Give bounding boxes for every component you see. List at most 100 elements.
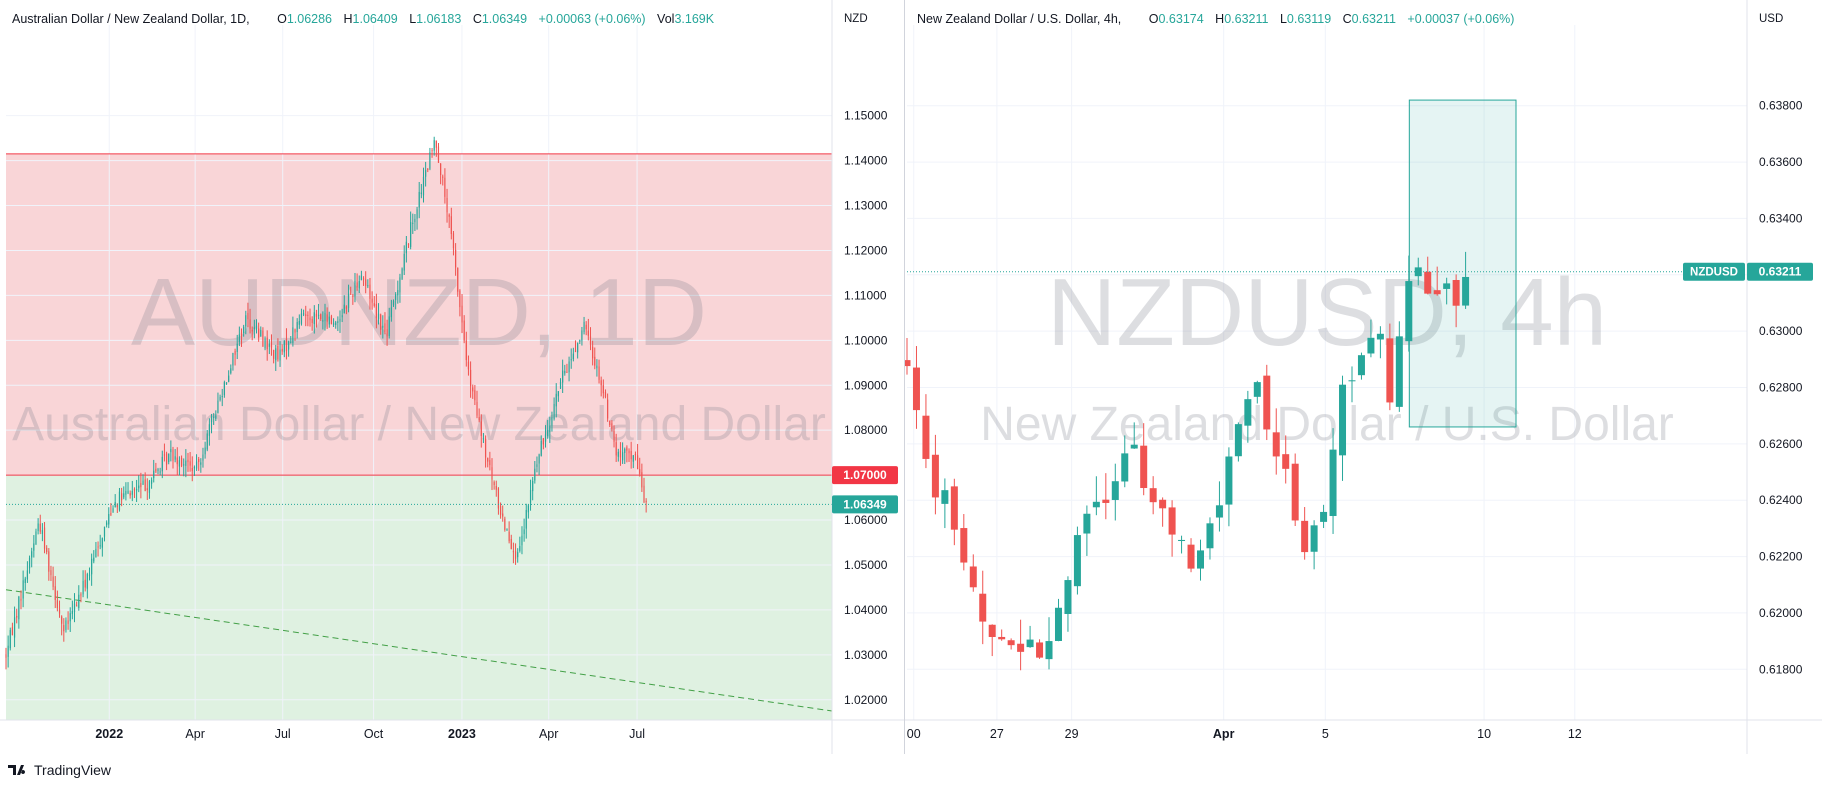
candle-body bbox=[392, 301, 395, 305]
candle-body bbox=[268, 343, 270, 347]
time-tick-label: 00 bbox=[907, 727, 921, 741]
candle-body bbox=[1017, 643, 1025, 652]
candle-body bbox=[1310, 525, 1318, 552]
price-tick-label: 1.03000 bbox=[844, 648, 888, 662]
candle-body bbox=[176, 457, 178, 465]
candle-body bbox=[407, 243, 410, 245]
candle-body bbox=[37, 523, 39, 531]
candle-body bbox=[84, 579, 86, 588]
candle-body bbox=[1073, 535, 1081, 587]
candle-body bbox=[487, 457, 489, 462]
candle-body bbox=[912, 367, 920, 411]
candle-body bbox=[279, 349, 281, 361]
candle-body bbox=[135, 489, 138, 491]
tradingview-logo-icon bbox=[8, 765, 26, 775]
trendline-dashed bbox=[5, 589, 833, 712]
candle-body bbox=[482, 438, 485, 440]
candle-body bbox=[534, 468, 536, 481]
candle-body bbox=[969, 566, 977, 588]
candle-body bbox=[150, 479, 153, 484]
candle-body bbox=[444, 177, 446, 197]
candle-body bbox=[63, 625, 65, 632]
audnzd-chart[interactable]: AUDNZD, 1D Australian Dollar / New Zealan… bbox=[0, 0, 904, 754]
candle-body bbox=[170, 448, 172, 453]
panel-divider[interactable] bbox=[904, 0, 905, 754]
candle-body bbox=[566, 371, 568, 373]
candle-body bbox=[56, 600, 58, 608]
candle-body bbox=[298, 320, 300, 325]
candle-body bbox=[427, 168, 429, 170]
candle-body bbox=[551, 417, 553, 426]
candle-body bbox=[302, 313, 305, 315]
candle-body bbox=[431, 150, 433, 152]
candle-body bbox=[1064, 580, 1072, 614]
candle-body bbox=[142, 480, 144, 485]
candle-body bbox=[489, 460, 491, 466]
candle-body bbox=[626, 447, 628, 451]
candle-body bbox=[596, 365, 598, 369]
candle-body bbox=[380, 314, 382, 330]
candle-body bbox=[215, 415, 217, 420]
candle-body bbox=[624, 448, 626, 453]
candle-body bbox=[1102, 499, 1110, 503]
price-axis-currency: USD bbox=[1759, 13, 1783, 25]
candle-body bbox=[1329, 449, 1337, 517]
candle-body bbox=[362, 278, 365, 280]
candle-body bbox=[352, 295, 354, 297]
candle-body bbox=[592, 346, 594, 359]
candle-body bbox=[510, 538, 512, 550]
candle-body bbox=[440, 163, 442, 176]
candle-body bbox=[11, 627, 14, 636]
candle-body bbox=[602, 385, 604, 394]
chart-panel-audnzd[interactable]: AUDNZD, 1D Australian Dollar / New Zealan… bbox=[0, 0, 904, 754]
candle-body bbox=[988, 624, 996, 638]
candle-body bbox=[583, 321, 585, 333]
candle-body bbox=[146, 488, 148, 491]
candle-body bbox=[384, 323, 386, 332]
candle-body bbox=[232, 352, 234, 366]
candle-body bbox=[931, 454, 939, 498]
candle-body bbox=[589, 336, 592, 345]
candle-body bbox=[240, 332, 243, 336]
time-tick-label: 12 bbox=[1568, 727, 1582, 741]
candle-body bbox=[585, 324, 587, 330]
candle-body bbox=[243, 326, 245, 333]
price-tick-label: 1.13000 bbox=[844, 199, 888, 213]
candle-body bbox=[555, 393, 557, 407]
candle-body bbox=[1424, 271, 1432, 294]
candle-body bbox=[91, 558, 93, 575]
time-tick-label: 10 bbox=[1477, 727, 1491, 741]
candle-body bbox=[613, 431, 615, 442]
candle-body bbox=[514, 551, 517, 559]
candle-body bbox=[549, 425, 551, 433]
candle-body bbox=[106, 522, 108, 525]
candle-body bbox=[390, 307, 392, 318]
candle-body bbox=[1159, 499, 1167, 509]
price-tick-label: 0.62400 bbox=[1759, 493, 1803, 507]
tradingview-attribution[interactable]: TradingView bbox=[8, 762, 111, 778]
legend-open-label: O bbox=[277, 12, 287, 26]
candle-body bbox=[1187, 544, 1195, 569]
candle-body bbox=[335, 322, 337, 325]
candle-body bbox=[414, 218, 416, 223]
candle-body bbox=[296, 322, 298, 333]
candle-body bbox=[1083, 513, 1091, 534]
candle-body bbox=[165, 453, 168, 465]
candle-body bbox=[189, 461, 191, 466]
chart-panel-nzdusd[interactable]: NZDUSD, 4h New Zealand Dollar / U.S. Doll… bbox=[905, 0, 1822, 754]
candle-body bbox=[604, 391, 607, 398]
candle-body bbox=[148, 481, 151, 493]
candle-body bbox=[448, 214, 450, 217]
legend-volume: 3.169K bbox=[674, 12, 715, 26]
candle-body bbox=[960, 528, 968, 563]
candle-body bbox=[463, 320, 465, 341]
candle-body bbox=[285, 339, 288, 351]
candle-body bbox=[639, 469, 641, 474]
candle-body bbox=[1462, 276, 1470, 306]
candle-body bbox=[480, 421, 482, 436]
nzdusd-chart[interactable]: NZDUSD, 4h New Zealand Dollar / U.S. Doll… bbox=[905, 0, 1822, 754]
candle-body bbox=[1414, 267, 1422, 277]
candle-body bbox=[542, 438, 544, 445]
legend-change: +0.00063 (+0.06%) bbox=[538, 12, 646, 26]
candle-body bbox=[332, 322, 335, 326]
